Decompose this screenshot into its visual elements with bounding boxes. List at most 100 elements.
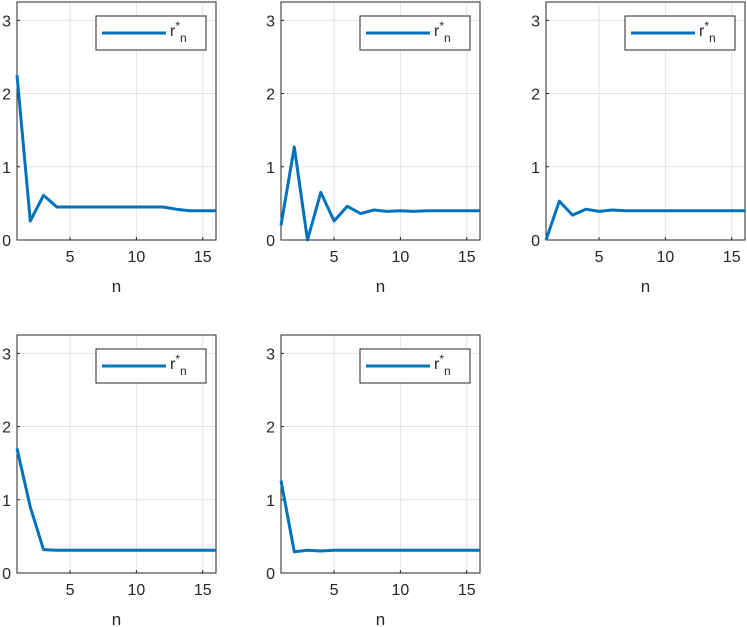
data-point xyxy=(584,208,587,211)
data-point xyxy=(386,549,389,552)
data-point xyxy=(611,208,614,211)
data-point xyxy=(677,209,680,212)
legend: r*n xyxy=(95,348,207,384)
y-tick-label: 2 xyxy=(266,420,275,437)
data-point xyxy=(161,549,164,552)
data-point xyxy=(465,549,468,552)
data-point xyxy=(42,194,45,197)
data-point xyxy=(704,209,707,212)
data-point xyxy=(306,549,309,552)
data-point xyxy=(359,212,362,215)
data-point xyxy=(69,206,72,209)
data-point xyxy=(108,549,111,552)
y-tick-label: 0 xyxy=(266,566,275,583)
data-point xyxy=(637,209,640,212)
x-axis-label: n xyxy=(376,610,385,627)
data-point xyxy=(148,549,151,552)
x-tick-label: 10 xyxy=(392,582,410,599)
data-point xyxy=(399,209,402,212)
x-tick-label: 15 xyxy=(194,582,212,599)
x-tick-label: 5 xyxy=(330,249,339,266)
data-point xyxy=(280,224,283,227)
data-point xyxy=(135,549,138,552)
data-point xyxy=(161,206,164,209)
data-point xyxy=(29,219,32,222)
x-tick-label: 10 xyxy=(392,249,410,266)
data-point xyxy=(280,479,283,482)
data-point xyxy=(306,239,309,242)
data-point xyxy=(293,145,296,148)
data-point xyxy=(319,191,322,194)
y-tick-label: 0 xyxy=(531,233,540,250)
series-line xyxy=(279,145,480,242)
data-point xyxy=(201,549,204,552)
legend: r*n xyxy=(359,348,471,384)
data-point xyxy=(664,209,667,212)
data-point xyxy=(359,549,362,552)
series-line xyxy=(279,480,480,554)
legend: r*n xyxy=(359,15,471,51)
y-tick-label: 3 xyxy=(531,13,540,30)
data-point xyxy=(95,206,98,209)
data-point xyxy=(201,209,204,212)
y-tick-label: 3 xyxy=(2,13,11,30)
y-tick-label: 3 xyxy=(266,346,275,363)
data-point xyxy=(188,549,191,552)
data-point xyxy=(571,214,574,217)
data-point xyxy=(346,205,349,208)
axes-box xyxy=(280,1,481,241)
data-point xyxy=(29,506,32,509)
data-point xyxy=(479,549,482,552)
data-point xyxy=(135,206,138,209)
legend-label: r*n xyxy=(434,352,451,378)
y-tick-label: 1 xyxy=(266,160,275,177)
x-tick-label: 10 xyxy=(128,582,146,599)
x-axis-label: n xyxy=(112,610,121,627)
data-point xyxy=(690,209,693,212)
data-point xyxy=(439,549,442,552)
data-point xyxy=(412,210,415,213)
y-tick-label: 2 xyxy=(531,87,540,104)
data-point xyxy=(452,549,455,552)
chart-panel-4: 5 10 15 0 1 2 3 n r*n xyxy=(2,334,218,627)
series-line xyxy=(544,199,745,241)
data-point xyxy=(386,210,389,213)
data-point xyxy=(122,549,125,552)
legend-label: r*n xyxy=(434,19,451,45)
axes-box xyxy=(545,1,746,241)
x-axis-label: n xyxy=(641,277,650,296)
data-point xyxy=(215,549,218,552)
series-line xyxy=(15,75,216,223)
data-point xyxy=(598,210,601,213)
data-point xyxy=(215,209,218,212)
data-point xyxy=(651,209,654,212)
data-point xyxy=(545,239,548,242)
x-axis-label: n xyxy=(376,277,385,296)
chart-panel-5: 5 10 15 0 1 2 3 n r*n xyxy=(266,334,482,627)
data-point xyxy=(108,206,111,209)
data-point xyxy=(175,208,178,211)
data-point xyxy=(55,206,58,209)
y-tick-label: 1 xyxy=(266,493,275,510)
data-point xyxy=(624,209,627,212)
axes-box xyxy=(280,334,481,574)
data-point xyxy=(16,74,19,77)
data-point xyxy=(372,549,375,552)
data-point xyxy=(82,549,85,552)
legend: r*n xyxy=(95,15,207,51)
y-tick-label: 0 xyxy=(2,233,11,250)
data-point xyxy=(346,549,349,552)
data-point xyxy=(319,550,322,553)
data-point xyxy=(372,208,375,211)
x-tick-label: 15 xyxy=(723,249,741,266)
data-point xyxy=(82,206,85,209)
x-tick-label: 15 xyxy=(458,582,476,599)
data-point xyxy=(188,209,191,212)
data-point xyxy=(425,209,428,212)
x-tick-label: 5 xyxy=(330,582,339,599)
data-point xyxy=(293,550,296,553)
y-tick-label: 0 xyxy=(2,566,11,583)
x-tick-label: 5 xyxy=(66,582,75,599)
